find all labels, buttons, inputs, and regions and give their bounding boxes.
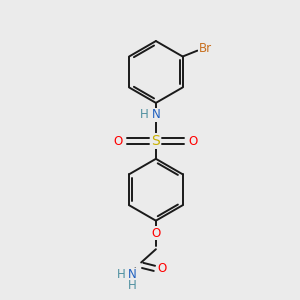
Text: O: O [151,226,160,239]
Text: N: N [152,108,160,121]
Text: H: H [128,279,137,292]
Text: O: O [189,135,198,148]
Text: S: S [152,134,160,148]
Text: Br: Br [199,42,212,55]
Text: O: O [114,135,123,148]
Text: N: N [128,268,137,281]
Text: H: H [117,268,126,281]
Text: O: O [158,262,167,275]
Text: H: H [140,108,148,121]
